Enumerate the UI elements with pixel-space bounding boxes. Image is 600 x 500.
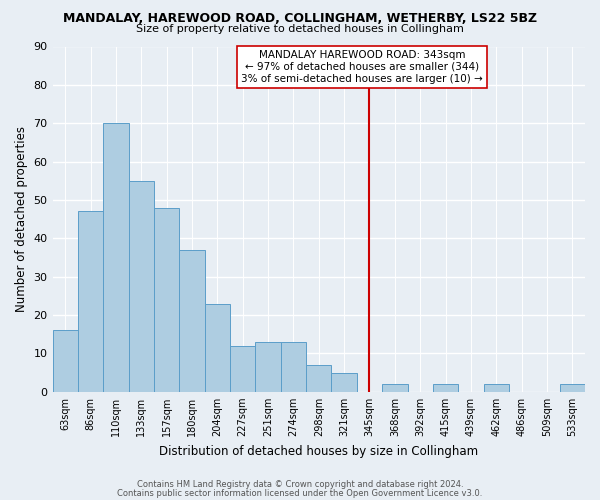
Text: Contains public sector information licensed under the Open Government Licence v3: Contains public sector information licen… xyxy=(118,488,482,498)
Bar xyxy=(256,342,281,392)
X-axis label: Distribution of detached houses by size in Collingham: Distribution of detached houses by size … xyxy=(159,444,478,458)
Bar xyxy=(382,384,407,392)
Bar xyxy=(103,123,128,392)
Bar xyxy=(331,372,357,392)
Y-axis label: Number of detached properties: Number of detached properties xyxy=(15,126,28,312)
Bar xyxy=(128,181,154,392)
Bar xyxy=(560,384,585,392)
Text: Size of property relative to detached houses in Collingham: Size of property relative to detached ho… xyxy=(136,24,464,34)
Bar xyxy=(230,346,256,392)
Bar xyxy=(78,212,103,392)
Text: MANDALAY HAREWOOD ROAD: 343sqm
← 97% of detached houses are smaller (344)
3% of : MANDALAY HAREWOOD ROAD: 343sqm ← 97% of … xyxy=(241,50,483,84)
Text: Contains HM Land Registry data © Crown copyright and database right 2024.: Contains HM Land Registry data © Crown c… xyxy=(137,480,463,489)
Bar xyxy=(306,365,331,392)
Bar xyxy=(205,304,230,392)
Text: MANDALAY, HAREWOOD ROAD, COLLINGHAM, WETHERBY, LS22 5BZ: MANDALAY, HAREWOOD ROAD, COLLINGHAM, WET… xyxy=(63,12,537,26)
Bar xyxy=(484,384,509,392)
Bar xyxy=(433,384,458,392)
Bar xyxy=(154,208,179,392)
Bar xyxy=(53,330,78,392)
Bar xyxy=(179,250,205,392)
Bar xyxy=(281,342,306,392)
